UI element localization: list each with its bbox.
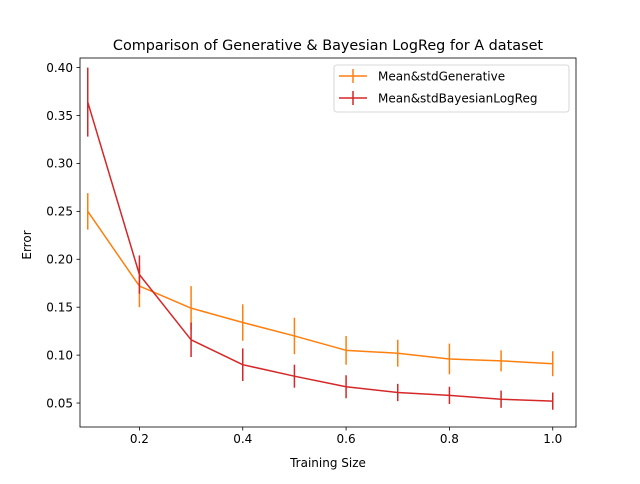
x-tick-label: 0.8: [440, 432, 459, 446]
legend-box: [333, 64, 570, 113]
x-tick-label: 1.0: [543, 432, 562, 446]
series-1: [87, 193, 554, 377]
x-tick-label: 0.4: [233, 432, 252, 446]
y-tick-label: 0.40: [46, 61, 73, 75]
y-tick-label: 0.15: [46, 300, 73, 314]
series-2: [87, 67, 554, 410]
legend-label: Mean&stdBayesianLogReg: [378, 92, 537, 106]
y-tick-label: 0.35: [46, 109, 73, 123]
legend-item-1: Mean&stdGenerative: [339, 69, 505, 84]
series-line: [87, 101, 553, 402]
chart-title: Comparison of Generative & Bayesian LogR…: [113, 38, 544, 54]
y-tick-label: 0.25: [46, 205, 73, 219]
legend-label: Mean&stdGenerative: [378, 70, 505, 84]
x-axis-label: Training Size: [289, 456, 366, 470]
y-tick-label: 0.20: [46, 253, 73, 267]
legend-item-2: Mean&stdBayesianLogReg: [339, 91, 537, 106]
plot-layer: [87, 67, 554, 410]
y-tick-label: 0.30: [46, 157, 73, 171]
axes-layer: 0.2 0.4 0.6 0.8 1.0 0.05 0.10 0.15 0.20 0.25 0.30 0…: [46, 57, 577, 446]
x-tick-label: 0.2: [130, 432, 149, 446]
axes-frame: [79, 57, 577, 428]
y-tick-label: 0.10: [46, 348, 73, 362]
y-axis-label: Error: [20, 230, 34, 259]
series-line: [87, 210, 553, 365]
x-tick-label: 0.6: [337, 432, 356, 446]
legend: Mean&stdGenerative Mean&stdBayesianLogReg: [333, 64, 570, 113]
y-tick-label: 0.05: [46, 396, 73, 410]
